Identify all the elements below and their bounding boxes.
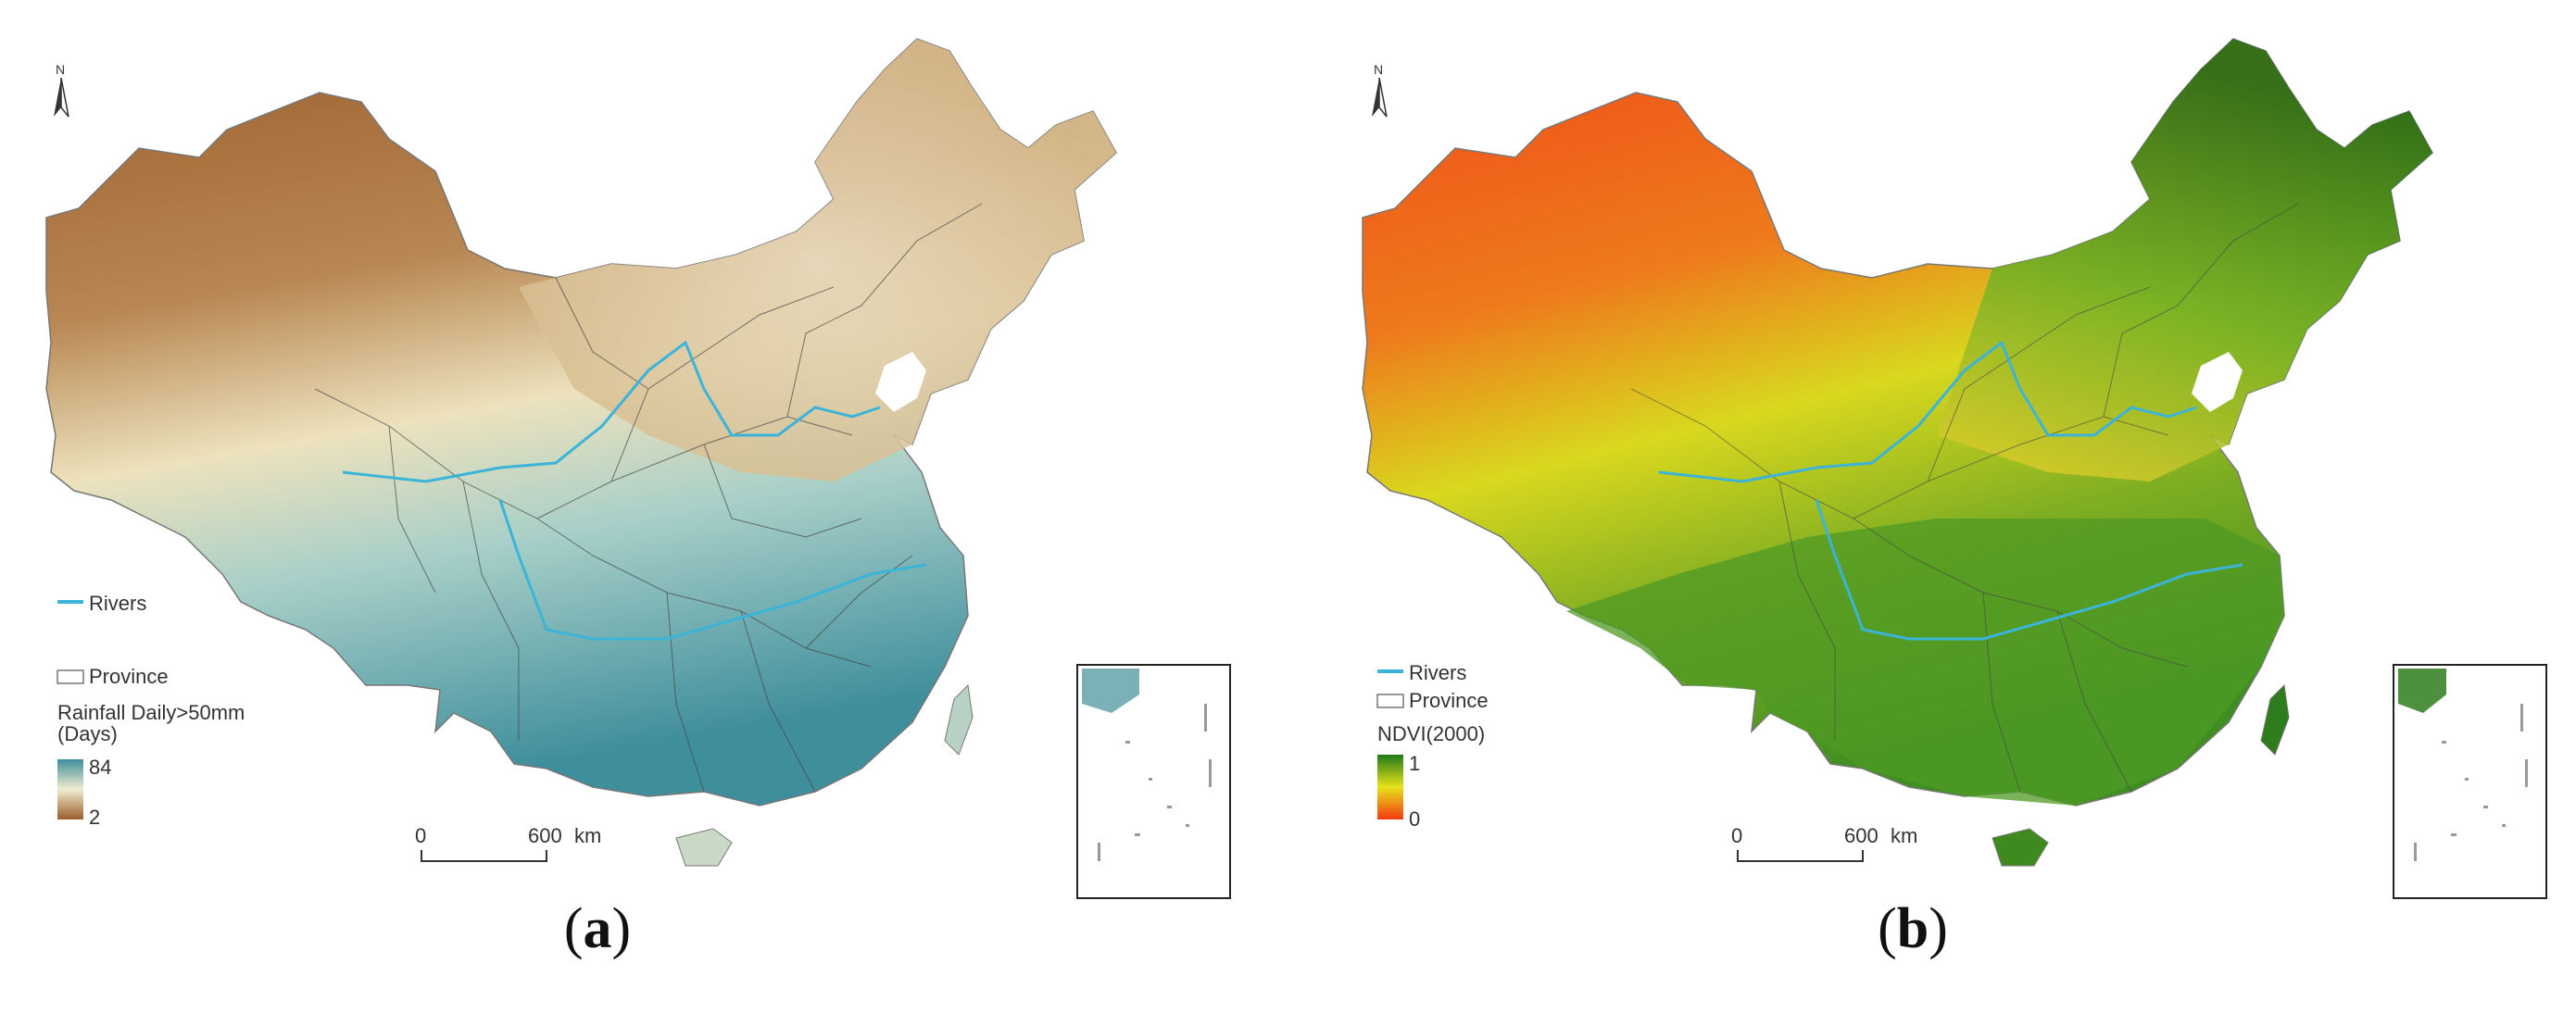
scale-distance: 600 (1844, 824, 1879, 847)
variable-unit: (Days) (57, 722, 118, 745)
rainfall-map: N (45, 38, 1231, 899)
panel-caption: (a) (563, 897, 632, 960)
china-landmass (45, 38, 1117, 867)
rivers (1658, 340, 2243, 641)
scale-zero: 0 (415, 824, 426, 847)
caption-letter: b (1896, 897, 1929, 960)
south-china-sea-inset (1076, 664, 1231, 899)
legend-max-label: 84 (89, 756, 111, 779)
legend: Rivers Province Rainfall Daily>50mm (Day… (57, 592, 245, 829)
scale-distance: 600 (528, 824, 562, 847)
scale-bar: 0 600 km (415, 824, 601, 862)
legend-max-label: 1 (1409, 752, 1420, 775)
scale-zero: 0 (1731, 824, 1742, 847)
north-label: N (1374, 62, 1383, 77)
province-legend-label: Province (1409, 689, 1489, 712)
north-arrow-icon: N (54, 62, 69, 118)
rivers (342, 340, 927, 641)
scale-bar: 0 600 km (1731, 824, 1917, 862)
scale-unit: km (1891, 824, 1917, 847)
north-label: N (56, 62, 65, 77)
color-ramp (57, 759, 83, 819)
legend-min-label: 2 (89, 806, 100, 829)
scale-unit: km (574, 824, 601, 847)
color-ramp (1377, 755, 1403, 819)
map-panel-a: N (45, 38, 1231, 960)
province-legend-label: Province (89, 665, 169, 688)
province-legend-swatch (57, 669, 84, 684)
variable-title: Rainfall Daily>50mm (57, 701, 245, 724)
province-boundaries (1630, 203, 2299, 793)
river-legend-label: Rivers (1409, 661, 1466, 684)
south-china-sea-inset (2393, 664, 2547, 899)
river-legend-label: Rivers (89, 592, 146, 615)
legend: Rivers Province NDVI(2000) 1 0 (1376, 661, 1489, 831)
ndvi-map: N (1362, 38, 2547, 899)
china-landmass (1362, 38, 2433, 867)
panel-caption: (b) (1878, 897, 1948, 960)
variable-title: NDVI(2000) (1377, 722, 1485, 745)
map-panel-b: N (1288, 0, 2576, 1013)
province-boundaries (314, 203, 983, 793)
north-arrow-icon: N (1372, 62, 1388, 118)
legend-min-label: 0 (1409, 807, 1420, 831)
caption-letter: a (583, 897, 612, 960)
province-legend-swatch (1376, 694, 1404, 708)
